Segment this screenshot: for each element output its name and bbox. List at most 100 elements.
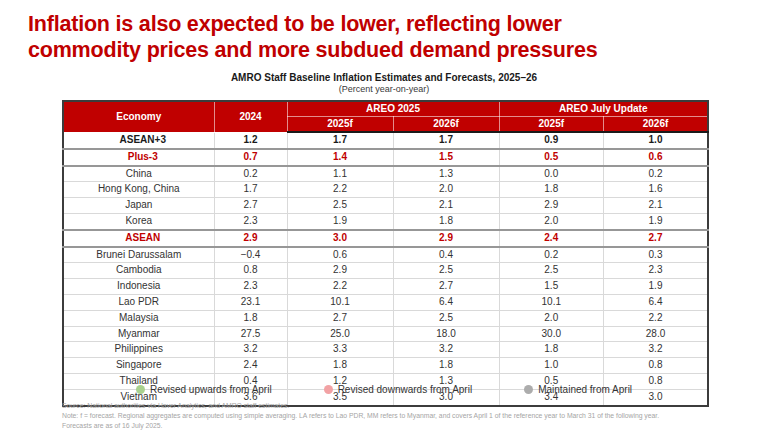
legend-item-revised-up: Revised upwards from April xyxy=(136,384,272,395)
economy-cell: Japan xyxy=(63,198,214,214)
economy-cell: Singapore xyxy=(63,358,214,374)
header-july-2025f: 2025f xyxy=(499,117,604,133)
value-areo2025-2025f-cell: 3.3 xyxy=(287,342,393,358)
source-note: Source: National authorities via Haver A… xyxy=(62,401,762,411)
value-areo2025-2025f-cell: 2.2 xyxy=(287,279,393,295)
value-july-2025f-cell: 0.2 xyxy=(499,247,604,263)
table-row: Singapore2.41.81.81.00.8 xyxy=(63,358,708,374)
footnotes: Source: National authorities via Haver A… xyxy=(62,401,762,432)
table-row: ASEAN+31.21.71.70.91.0 xyxy=(63,132,708,149)
table-row: Philippines3.23.33.21.83.2 xyxy=(63,342,708,358)
value-2024-cell: 2.3 xyxy=(214,213,287,229)
value-2024-cell: 0.8 xyxy=(214,263,287,279)
legend-label: Maintained from April xyxy=(538,384,632,395)
value-july-2025f-cell: 2.0 xyxy=(499,310,604,326)
slide: Inflation is also expected to be lower, … xyxy=(0,0,768,432)
table-row: Brunei Darussalam−0.40.60.40.20.3 xyxy=(63,247,708,263)
value-july-2026f-cell: 2.3 xyxy=(604,263,709,279)
value-areo2025-2025f-cell: 2.7 xyxy=(287,310,393,326)
economy-cell: Cambodia xyxy=(63,263,214,279)
value-2024-cell: 23.1 xyxy=(214,294,287,310)
header-areo-july-update: AREO July Update xyxy=(499,101,708,117)
value-2024-cell: 0.7 xyxy=(214,149,287,166)
value-july-2025f-cell: 1.0 xyxy=(499,358,604,374)
value-july-2025f-cell: 2.9 xyxy=(499,198,604,214)
table-caption-title: AMRO Staff Baseline Inflation Estimates … xyxy=(0,72,768,83)
value-2024-cell: 1.7 xyxy=(214,182,287,198)
value-2024-cell: 1.8 xyxy=(214,310,287,326)
revised-down-dot-icon xyxy=(324,385,333,394)
maintained-dot-icon xyxy=(524,385,533,394)
value-2024-cell: 2.9 xyxy=(214,230,287,247)
slide-title-line1: Inflation is also expected to be lower, … xyxy=(28,12,738,38)
slide-title-line2: commodity prices and more subdued demand… xyxy=(28,38,738,64)
value-areo2025-2025f-cell: 2.2 xyxy=(287,182,393,198)
value-july-2026f-cell: 1.6 xyxy=(604,182,709,198)
value-areo2025-2025f-cell: 1.8 xyxy=(287,358,393,374)
table-body: ASEAN+31.21.71.70.91.0Plus-30.71.41.50.5… xyxy=(63,132,708,406)
economy-cell: Myanmar xyxy=(63,326,214,342)
value-july-2026f-cell: 1.0 xyxy=(604,132,709,149)
value-areo2025-2026f-cell: 0.4 xyxy=(393,247,499,263)
value-july-2025f-cell: 2.0 xyxy=(499,213,604,229)
value-july-2026f-cell: 0.3 xyxy=(604,247,709,263)
value-areo2025-2025f-cell: 0.6 xyxy=(287,247,393,263)
value-july-2025f-cell: 1.5 xyxy=(499,279,604,295)
value-areo2025-2025f-cell: 1.4 xyxy=(287,149,393,166)
value-july-2026f-cell: 1.9 xyxy=(604,279,709,295)
value-areo2025-2025f-cell: 2.5 xyxy=(287,198,393,214)
value-july-2026f-cell: 28.0 xyxy=(604,326,709,342)
value-areo2025-2025f-cell: 1.9 xyxy=(287,213,393,229)
table-caption-subtitle: (Percent year-on-year) xyxy=(0,84,768,94)
legend-item-revised-down: Revised downwards from April xyxy=(324,384,473,395)
value-areo2025-2025f-cell: 10.1 xyxy=(287,294,393,310)
header-areo2025-2026f: 2026f xyxy=(393,117,499,133)
value-july-2026f-cell: 0.6 xyxy=(604,149,709,166)
table-row: ASEAN2.93.02.92.42.7 xyxy=(63,230,708,247)
value-areo2025-2026f-cell: 18.0 xyxy=(393,326,499,342)
table-row: Myanmar27.525.018.030.028.0 xyxy=(63,326,708,342)
table-header-row-groups: Economy 2024 AREO 2025 AREO July Update xyxy=(63,101,708,117)
table-row: Plus-30.71.41.50.50.6 xyxy=(63,149,708,166)
value-july-2025f-cell: 0.9 xyxy=(499,132,604,149)
value-areo2025-2025f-cell: 2.9 xyxy=(287,263,393,279)
value-july-2025f-cell: 2.5 xyxy=(499,263,604,279)
value-areo2025-2025f-cell: 25.0 xyxy=(287,326,393,342)
value-areo2025-2026f-cell: 2.5 xyxy=(393,263,499,279)
table-row: China0.21.11.30.00.2 xyxy=(63,166,708,182)
value-areo2025-2026f-cell: 1.8 xyxy=(393,358,499,374)
table-row: Cambodia0.82.92.52.52.3 xyxy=(63,263,708,279)
value-2024-cell: 2.4 xyxy=(214,358,287,374)
value-areo2025-2026f-cell: 1.3 xyxy=(393,166,499,182)
value-2024-cell: −0.4 xyxy=(214,247,287,263)
inflation-table: Economy 2024 AREO 2025 AREO July Update … xyxy=(62,100,709,407)
header-areo-2025: AREO 2025 xyxy=(287,101,499,117)
value-july-2026f-cell: 1.9 xyxy=(604,213,709,229)
value-areo2025-2026f-cell: 2.7 xyxy=(393,279,499,295)
header-economy: Economy xyxy=(63,101,214,132)
value-july-2026f-cell: 6.4 xyxy=(604,294,709,310)
economy-cell: Philippines xyxy=(63,342,214,358)
value-july-2026f-cell: 2.2 xyxy=(604,310,709,326)
value-areo2025-2026f-cell: 3.2 xyxy=(393,342,499,358)
value-july-2026f-cell: 2.7 xyxy=(604,230,709,247)
value-july-2025f-cell: 0.0 xyxy=(499,166,604,182)
value-july-2026f-cell: 3.2 xyxy=(604,342,709,358)
value-areo2025-2025f-cell: 1.7 xyxy=(287,132,393,149)
header-july-2026f: 2026f xyxy=(604,117,709,133)
value-areo2025-2026f-cell: 2.1 xyxy=(393,198,499,214)
table-row: Korea2.31.91.82.01.9 xyxy=(63,213,708,229)
value-2024-cell: 0.2 xyxy=(214,166,287,182)
value-areo2025-2026f-cell: 6.4 xyxy=(393,294,499,310)
table-row: Indonesia2.32.22.71.51.9 xyxy=(63,279,708,295)
table-caption: AMRO Staff Baseline Inflation Estimates … xyxy=(0,72,768,94)
value-areo2025-2026f-cell: 2.5 xyxy=(393,310,499,326)
value-july-2025f-cell: 1.8 xyxy=(499,182,604,198)
value-2024-cell: 1.2 xyxy=(214,132,287,149)
legend-label: Revised downwards from April xyxy=(338,384,473,395)
value-areo2025-2025f-cell: 3.0 xyxy=(287,230,393,247)
value-areo2025-2026f-cell: 1.8 xyxy=(393,213,499,229)
economy-cell: Indonesia xyxy=(63,279,214,295)
economy-cell: Lao PDR xyxy=(63,294,214,310)
table-header: Economy 2024 AREO 2025 AREO July Update … xyxy=(63,101,708,132)
